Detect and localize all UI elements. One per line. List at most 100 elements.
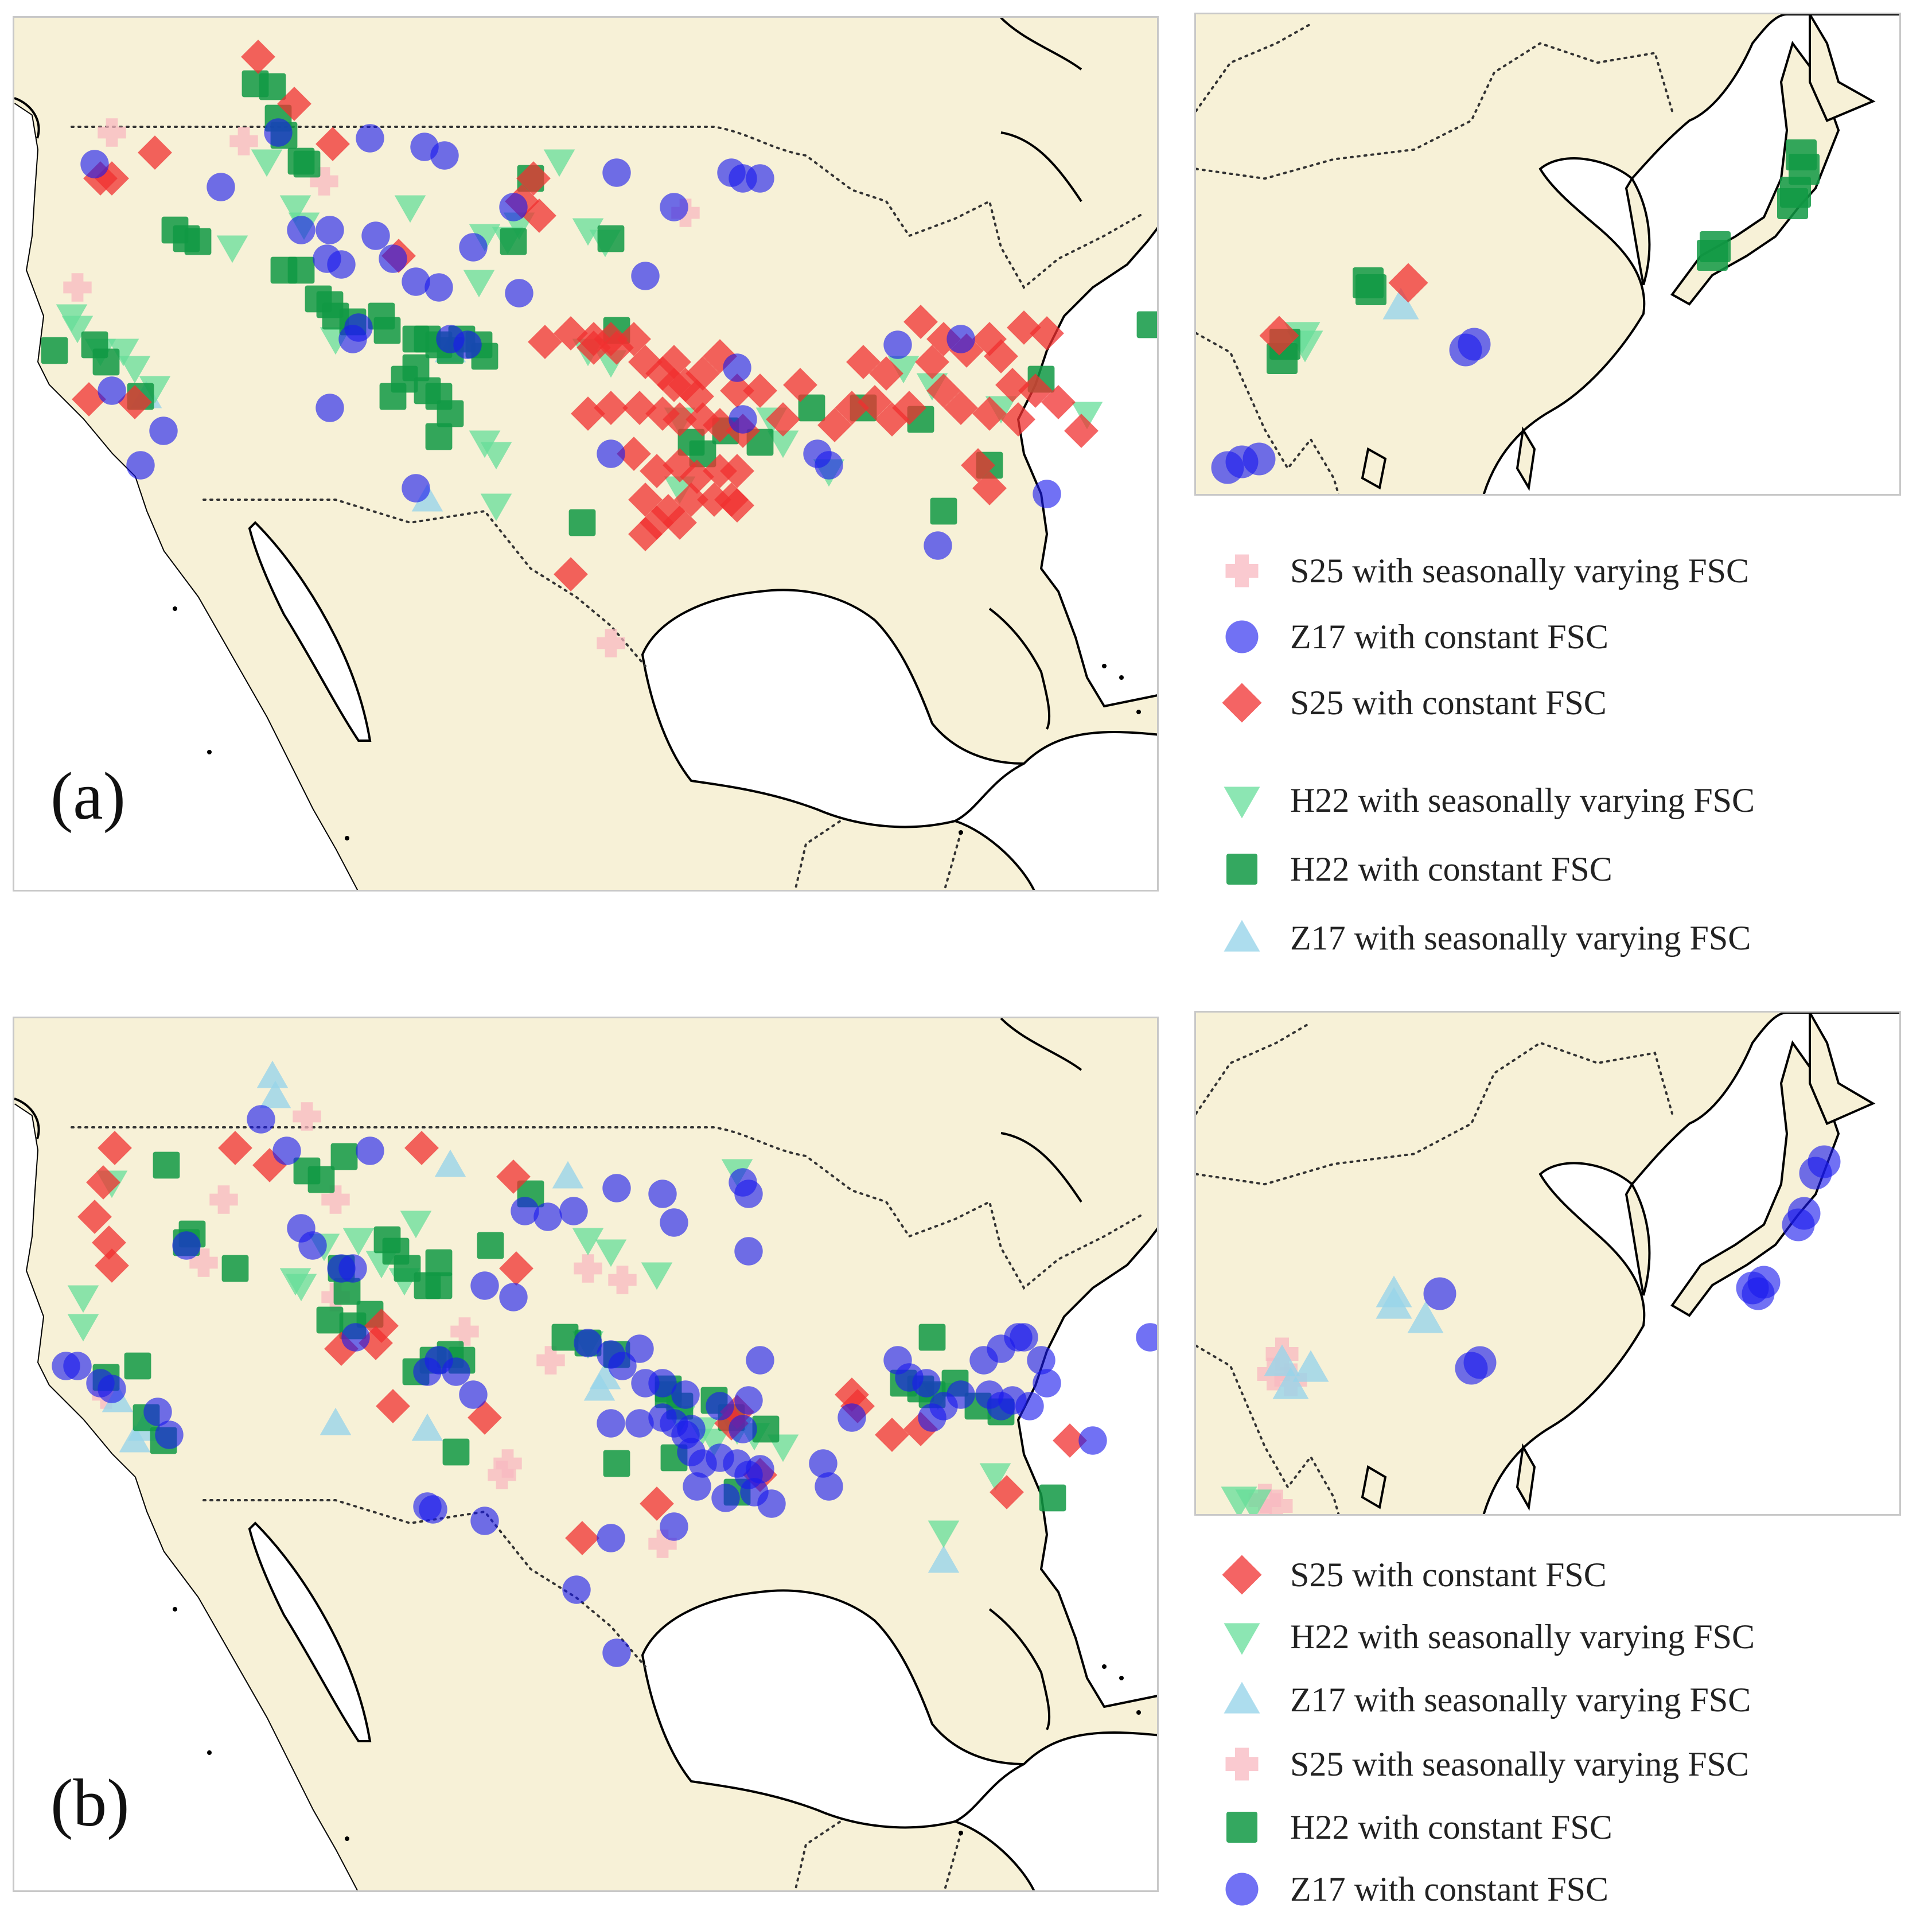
blue-circle-marker	[1033, 1369, 1061, 1398]
green-square-marker	[551, 1324, 579, 1351]
blue-circle-marker	[660, 1512, 688, 1541]
red-diamond-marker	[554, 557, 588, 591]
red-diamond-marker	[703, 454, 737, 488]
green-down-triangle-marker	[543, 149, 575, 177]
red-diamond-marker	[83, 161, 118, 196]
pink-cross-marker	[321, 1185, 350, 1214]
green-down-triangle-marker	[61, 316, 94, 344]
pink-cross-marker	[98, 118, 126, 147]
cyan-up-triangle-marker	[1292, 1350, 1329, 1382]
green-down-triangle-legend-icon	[1224, 787, 1260, 819]
blue-circle-marker	[459, 233, 488, 262]
green-down-triangle-marker	[139, 376, 171, 404]
legend-item-blue-circle: Z17 with constant FSC	[1219, 1863, 1608, 1915]
red-diamond-marker	[364, 1309, 399, 1343]
green-down-triangle-marker	[107, 338, 139, 367]
cyan-up-triangle-marker	[552, 1161, 584, 1189]
red-diamond-marker	[835, 1377, 869, 1412]
legend-panel-a: S25 with seasonally varying FSC Z17 with …	[1219, 545, 1907, 981]
green-square-marker	[930, 497, 957, 525]
blue-circle-marker	[597, 1524, 625, 1552]
blue-circle-marker	[815, 1472, 843, 1501]
asia-site-markers-panel-a	[1211, 139, 1820, 484]
blue-circle-marker	[413, 1492, 442, 1521]
red-diamond-marker	[990, 1475, 1024, 1509]
green-square-marker	[425, 1249, 453, 1276]
green-square-marker	[597, 225, 625, 252]
blue-circle-marker	[533, 1202, 562, 1231]
blue-circle-marker	[80, 150, 109, 178]
legend-item-green-square: H22 with constant FSC	[1219, 843, 1612, 895]
red-diamond-marker	[720, 373, 754, 408]
blue-circle-marker	[1463, 1346, 1497, 1379]
blue-circle-marker	[1010, 1323, 1038, 1352]
cyan-up-triangle-marker	[583, 1373, 616, 1401]
pink-cross-marker	[1225, 1747, 1259, 1781]
blue-circle-marker	[729, 405, 757, 434]
blue-circle-marker	[379, 244, 407, 273]
blue-circle-marker	[559, 1197, 588, 1225]
blue-circle-marker	[1033, 480, 1061, 508]
green-down-triangle-marker	[595, 1239, 627, 1267]
legend-item-green-square: H22 with constant FSC	[1219, 1801, 1612, 1853]
green-down-triangle-marker	[469, 224, 501, 252]
legend-item-red-diamond: S25 with constant FSC	[1219, 677, 1607, 729]
blue-circle-marker	[315, 394, 344, 422]
green-down-triangle-marker	[285, 1274, 317, 1302]
legend-label: S25 with seasonally varying FSC	[1290, 551, 1750, 590]
green-square-marker	[316, 1306, 344, 1334]
legend-label: Z17 with constant FSC	[1290, 1870, 1609, 1908]
blue-circle-marker	[272, 1136, 301, 1165]
blue-circle-marker	[172, 1231, 201, 1260]
blue-circle-marker	[734, 1386, 763, 1415]
red-diamond-marker	[674, 482, 708, 517]
red-diamond-marker	[1388, 263, 1428, 303]
legend-label: S25 with constant FSC	[1290, 683, 1607, 722]
blue-circle-marker	[287, 216, 315, 244]
pink-cross-marker	[209, 1185, 238, 1214]
blue-circle-marker	[924, 531, 952, 560]
pink-cross-marker	[63, 273, 92, 302]
cyan-up-triangle-marker	[928, 1545, 960, 1573]
red-diamond-marker	[972, 396, 1007, 431]
green-square-marker	[1355, 274, 1386, 305]
us-map-panel-a	[13, 16, 1159, 892]
green-down-triangle-marker	[1235, 1489, 1272, 1514]
red-diamond-marker	[680, 379, 714, 414]
green-square-marker	[41, 337, 68, 364]
green-square-marker	[333, 1278, 361, 1305]
green-down-triangle-marker	[480, 493, 512, 521]
panel-label-b: (b)	[50, 1765, 130, 1840]
legend-item-pink-cross: S25 with seasonally varying FSC	[1219, 1738, 1749, 1790]
legend-item-green-down-triangle: H22 with seasonally varying FSC	[1219, 1611, 1755, 1663]
green-down-triangle-marker	[251, 149, 283, 177]
blue-circle-marker	[946, 325, 975, 353]
green-down-triangle-marker	[572, 218, 604, 246]
red-diamond-marker	[86, 1165, 120, 1200]
red-diamond-marker	[218, 1131, 252, 1165]
red-diamond-marker	[98, 1131, 132, 1165]
blue-circle-marker	[625, 1409, 654, 1438]
blue-circle-marker	[912, 1369, 941, 1398]
blue-circle-marker	[155, 1420, 184, 1449]
pink-cross-marker	[450, 1317, 479, 1346]
green-square-marker	[603, 1450, 630, 1477]
blue-circle-marker	[1211, 451, 1244, 484]
red-diamond-marker	[95, 1248, 129, 1283]
blue-circle-marker	[1242, 442, 1276, 476]
green-square-marker	[1697, 240, 1728, 271]
blue-circle-marker	[207, 173, 235, 201]
blue-circle-marker	[757, 1489, 786, 1518]
green-square-marker	[425, 423, 453, 450]
pink-cross-marker	[310, 167, 338, 196]
blue-circle-marker	[746, 1455, 774, 1484]
legend-item-cyan-up-triangle: Z17 with seasonally varying FSC	[1219, 1674, 1751, 1726]
blue-circle-marker	[746, 1346, 774, 1375]
cyan-up-triangle-marker	[1382, 287, 1419, 320]
blue-circle-marker	[499, 193, 528, 221]
green-square-marker	[184, 228, 212, 255]
pink-cross-marker	[293, 1102, 321, 1131]
pink-cross-marker	[608, 1266, 637, 1294]
red-diamond-marker	[277, 87, 311, 121]
green-square-legend-icon	[1226, 1812, 1257, 1843]
